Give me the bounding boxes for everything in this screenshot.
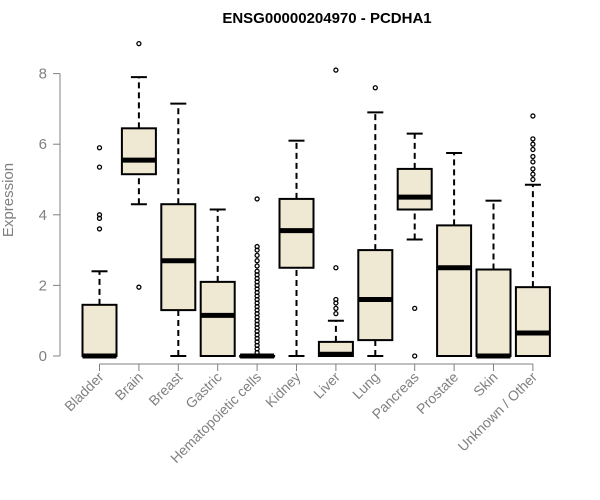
box-iqr [160, 203, 197, 312]
box-iqr [120, 127, 157, 176]
outlier-point [530, 146, 536, 153]
outlier-point [530, 159, 536, 165]
box-gastric [199, 208, 236, 357]
box-iqr [436, 224, 473, 357]
outlier-point [254, 243, 260, 250]
outlier-point [530, 166, 536, 172]
y-tick-label: 2 [39, 277, 47, 294]
box-iqr [514, 286, 551, 358]
outlier-point [333, 296, 339, 303]
outlier-point [530, 141, 536, 147]
outlier-point [530, 171, 536, 177]
outlier-point [333, 265, 339, 271]
boxes [81, 40, 551, 359]
x-tick-label: Bladder [61, 369, 107, 415]
box-iqr [81, 303, 118, 358]
box-iqr [357, 249, 394, 342]
outlier-point [333, 67, 339, 73]
outlier-point [254, 258, 260, 264]
box-prostate [436, 152, 473, 357]
outlier-point [333, 310, 339, 317]
outlier-point [530, 113, 536, 119]
x-tick-label: Skin [470, 369, 501, 400]
box-iqr [475, 268, 512, 358]
outlier-point [412, 353, 418, 359]
x-tick-label: Lung [349, 369, 382, 402]
y-tick-label: 8 [39, 66, 47, 83]
box-hematopoietic-cells [239, 196, 276, 359]
outlier-point [254, 268, 260, 274]
box-iqr [396, 167, 433, 211]
box-iqr [199, 280, 236, 357]
outlier-point [96, 226, 103, 232]
outlier-point [333, 305, 339, 311]
outlier-point [412, 305, 418, 311]
y-axis: 0 2 4 6 8 [39, 66, 61, 365]
outlier-point [136, 40, 142, 47]
box-bladder [81, 145, 118, 359]
outlier-point [96, 145, 103, 151]
outlier-point [96, 164, 103, 170]
box-lung [357, 85, 394, 357]
x-tick-label: Brain [112, 369, 146, 403]
outlier-point [254, 196, 260, 202]
outlier-point [136, 284, 142, 290]
outlier-point [530, 176, 536, 183]
outlier-point [254, 252, 260, 259]
box-liver [317, 67, 354, 358]
box-pancreas [396, 132, 433, 359]
x-tick-label: Liver [310, 369, 343, 402]
box-breast [160, 102, 197, 357]
chart-title: ENSG00000204970 - PCDHA1 [222, 10, 431, 27]
y-axis-label: Expression [0, 163, 17, 237]
x-tick-label: Prostate [413, 369, 461, 417]
y-tick-label: 0 [39, 348, 47, 365]
outlier-point [372, 85, 378, 91]
x-tick-label: Kidney [262, 369, 304, 411]
box-kidney [278, 139, 315, 357]
box-iqr [278, 197, 315, 269]
outlier-point [530, 136, 536, 142]
outlier-point [530, 153, 536, 160]
x-tick-label: Breast [145, 369, 185, 409]
outlier-point [96, 212, 103, 218]
y-tick-label: 6 [39, 136, 47, 153]
box-skin [475, 199, 512, 359]
y-tick-label: 4 [39, 207, 47, 224]
box-unknown-other [514, 113, 551, 358]
box-brain [120, 40, 157, 290]
outlier-point [254, 263, 260, 269]
